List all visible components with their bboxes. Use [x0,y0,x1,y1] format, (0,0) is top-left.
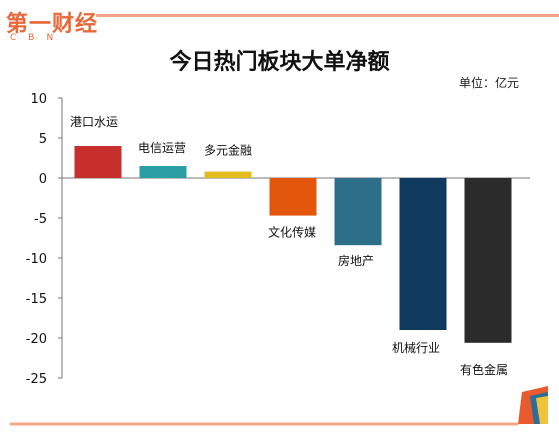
bar-7 [464,178,512,343]
y-tick-label: 10 [30,92,47,107]
category-label: 文化传媒 [268,225,316,240]
y-tick-label: -25 [26,372,47,387]
y-tick-label: -20 [26,332,47,347]
y-tick-label: -15 [26,292,47,307]
y-tick-label: -10 [26,252,47,267]
bar-6 [399,178,447,330]
category-label: 机械行业 [392,340,440,355]
bar-2 [139,166,187,178]
logo-text: 第一财经 [6,12,99,37]
corner-logo-mark [518,386,548,424]
category-label: 房地产 [338,253,374,268]
header-rule [96,14,559,17]
logo-subtext: CBN [10,33,66,43]
y-tick-label: 0 [39,172,47,187]
category-label: 港口水运 [70,115,118,129]
chart-title: 今日热门板块大单净额 [169,49,390,75]
category-label: 有色金属 [460,362,508,377]
y-tick-label: -5 [34,212,47,227]
y-tick-label: 5 [39,132,47,147]
bar-3 [204,171,252,178]
category-label: 多元金融 [204,143,252,158]
bar-1 [74,146,122,178]
bar-4 [269,178,317,216]
category-label: 电信运营 [138,141,186,155]
unit-label: 单位：亿元 [458,76,519,90]
bar-5 [334,178,382,246]
